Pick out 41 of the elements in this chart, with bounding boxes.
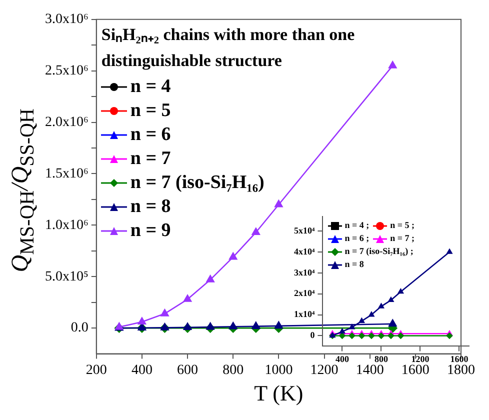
legend-label: n = 8 — [130, 195, 171, 220]
x-tick-label: 1800 — [447, 362, 475, 378]
legend-label: n = 4 ; — [344, 219, 370, 232]
y-tick-label: 1.5x10⁶ — [44, 166, 88, 182]
y-tick-label: 5.0x10⁵ — [44, 269, 88, 284]
x-axis-title: T (K) — [254, 380, 304, 406]
y-tick-label: 1.0x10⁶ — [44, 218, 88, 233]
legend-label: n = 7 — [130, 147, 171, 172]
legend-label: n = 9 — [130, 219, 171, 244]
legend-label: n = 7 (iso-Si₇H₁₆) ; — [344, 245, 414, 258]
x-tick-label: 200 — [86, 362, 107, 378]
y-tick-label: 5x10⁴ — [294, 225, 315, 236]
y-tick-label: 0.0 — [70, 320, 88, 336]
y-tick-label: 0 — [310, 330, 316, 340]
x-tick-label: 1000 — [264, 362, 293, 378]
y-tick-label: 3.0x10⁶ — [44, 12, 88, 28]
x-tick-label: 1200 — [310, 362, 338, 378]
x-tick-label: 1200 — [411, 354, 430, 364]
x-tick-label: 1600 — [401, 362, 430, 378]
x-tick-label: 600 — [177, 362, 198, 378]
x-tick-label: 1600 — [450, 354, 469, 364]
legend-label: n = 8 — [344, 258, 364, 272]
legend-label: n = 6 ; — [344, 232, 370, 246]
y-tick-label: 2.5x10⁶ — [44, 64, 88, 79]
legend-label: n = 4 — [130, 75, 171, 100]
y-tick-label: 3x10⁴ — [294, 267, 315, 278]
y-tick-label: 2x10⁴ — [294, 288, 315, 298]
legend-label: n = 5 ; — [390, 219, 414, 232]
x-tick-label: 400 — [335, 354, 350, 364]
y-tick-label: 4x10⁴ — [294, 246, 315, 256]
legend-label: n = 5 — [130, 99, 171, 124]
x-tick-label: 400 — [131, 362, 152, 378]
y-tick-label: 2.0x10⁶ — [44, 114, 88, 130]
legend-label: n = 7 (iso-Si₇H₁₆) — [130, 171, 264, 196]
x-tick-label: 800 — [222, 362, 244, 378]
legend-label: n = 7 ; — [390, 232, 414, 246]
legend-label: n = 6 — [130, 123, 171, 148]
x-tick-label: 1400 — [356, 362, 384, 378]
legend-title: SiₙH₂ₙ₊₂ chains with more than one distinguishable structure — [101, 24, 356, 72]
x-tick-label: 800 — [374, 354, 388, 364]
y-tick-label: 1x10⁴ — [294, 309, 315, 320]
